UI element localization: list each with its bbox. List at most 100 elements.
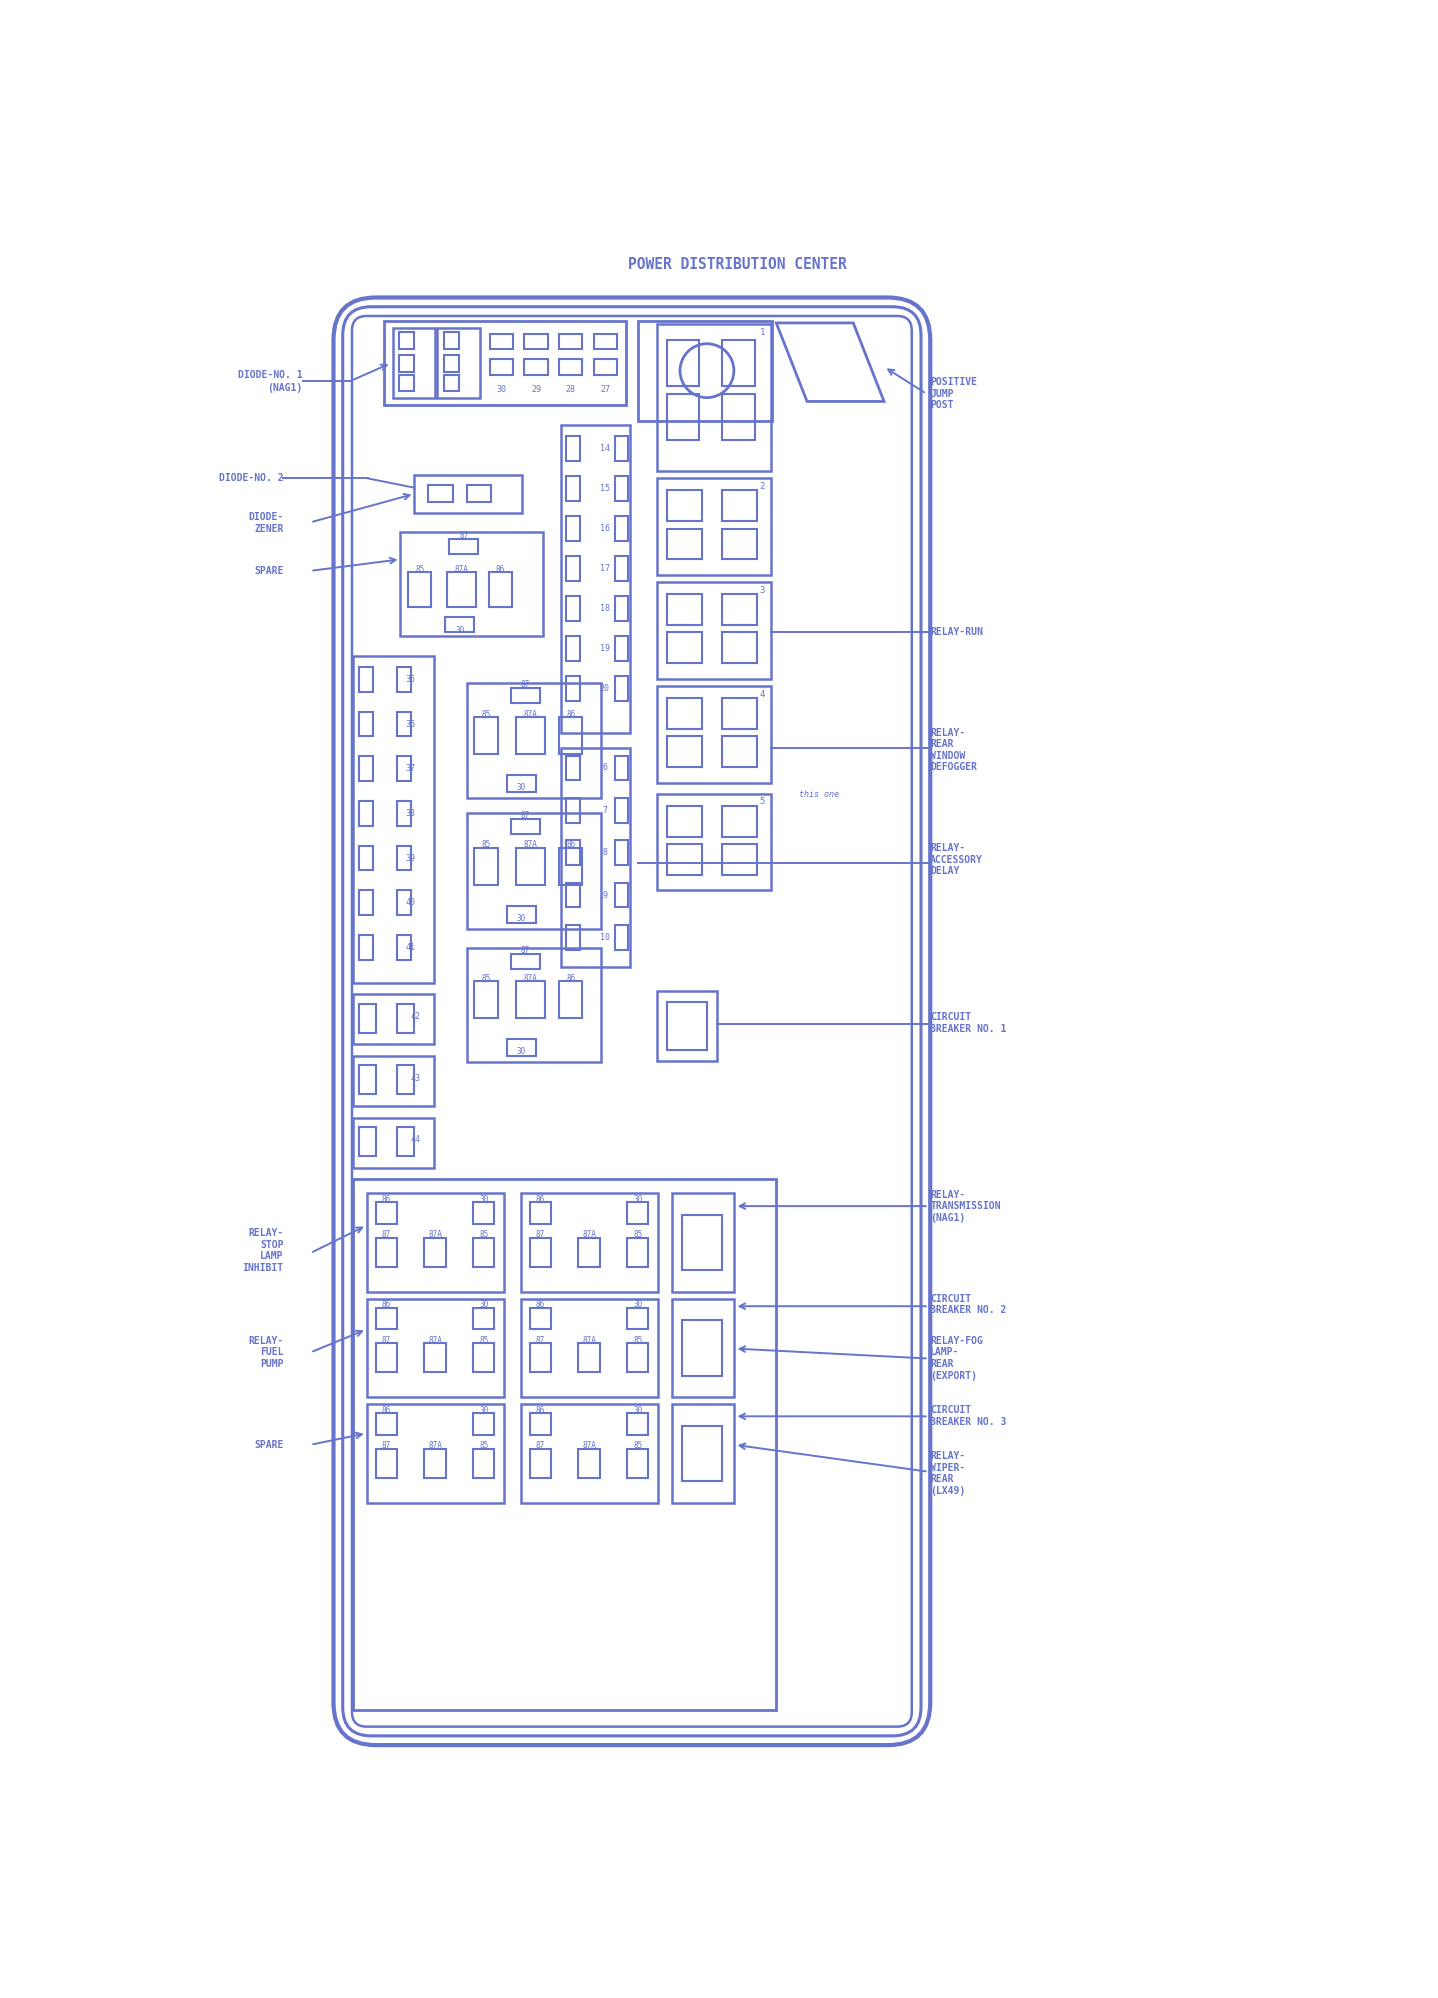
Bar	[667, 340, 699, 386]
Bar	[627, 1237, 649, 1267]
Text: 30: 30	[516, 1047, 526, 1055]
Bar	[578, 1343, 600, 1373]
Bar	[722, 529, 756, 559]
Bar	[594, 360, 617, 374]
Bar	[447, 571, 476, 607]
Bar	[360, 935, 372, 959]
Text: 19: 19	[600, 643, 610, 653]
Bar	[473, 1203, 495, 1225]
Text: RELAY-: RELAY-	[930, 843, 965, 853]
Bar	[567, 635, 580, 661]
Bar	[614, 677, 628, 701]
Text: REAR: REAR	[930, 1359, 953, 1369]
Bar	[567, 797, 580, 823]
Bar	[473, 1413, 495, 1435]
Text: ZENER: ZENER	[255, 523, 283, 533]
Bar	[614, 436, 628, 462]
Bar	[529, 1413, 551, 1435]
Text: 30: 30	[516, 913, 526, 923]
Text: POST: POST	[930, 400, 953, 410]
Text: REAR: REAR	[930, 1475, 953, 1485]
Text: 86: 86	[383, 1195, 391, 1203]
Bar	[657, 581, 771, 679]
Text: 42: 42	[411, 1013, 421, 1021]
Bar	[510, 819, 539, 835]
Bar	[614, 841, 628, 865]
Bar	[352, 1057, 434, 1107]
Bar	[424, 1237, 446, 1267]
Bar	[567, 883, 580, 907]
Text: FUEL: FUEL	[260, 1347, 283, 1357]
Text: RELAY-: RELAY-	[249, 1337, 283, 1347]
Bar	[352, 995, 434, 1045]
Bar	[561, 424, 630, 733]
Text: 85: 85	[479, 1335, 489, 1345]
Bar	[360, 1003, 375, 1033]
Bar	[722, 340, 755, 386]
Bar	[352, 1117, 434, 1167]
Text: 30: 30	[633, 1407, 643, 1415]
Text: 85: 85	[633, 1335, 643, 1345]
Bar	[449, 539, 479, 553]
Text: 87A: 87A	[454, 565, 469, 573]
Bar	[397, 1127, 414, 1157]
Text: 38: 38	[406, 809, 416, 817]
Bar	[375, 1309, 397, 1329]
Text: 20: 20	[600, 683, 610, 693]
Bar	[397, 801, 411, 825]
Bar	[567, 555, 580, 581]
Text: 29: 29	[531, 386, 541, 394]
Bar	[375, 1237, 397, 1267]
Bar	[397, 1065, 414, 1095]
Bar	[529, 1449, 551, 1479]
Bar	[667, 845, 702, 875]
Bar	[614, 595, 628, 621]
Bar	[567, 755, 580, 781]
Bar	[667, 529, 702, 559]
Bar	[673, 1405, 733, 1502]
Text: 87A: 87A	[582, 1441, 597, 1451]
Bar	[682, 1321, 722, 1375]
Text: 40: 40	[406, 899, 416, 907]
Bar	[667, 593, 702, 625]
Text: 30: 30	[496, 386, 506, 394]
Bar	[559, 360, 582, 374]
Bar	[657, 478, 771, 575]
Bar	[506, 775, 536, 791]
Bar	[467, 683, 601, 797]
Text: CIRCUIT: CIRCUIT	[930, 1405, 972, 1415]
Text: JUMP: JUMP	[930, 390, 953, 400]
Text: WINDOW: WINDOW	[930, 751, 965, 761]
Bar	[667, 1003, 707, 1049]
Bar	[516, 981, 545, 1019]
Text: 14: 14	[600, 444, 610, 454]
Bar	[657, 991, 718, 1061]
Text: BREAKER NO. 3: BREAKER NO. 3	[930, 1417, 1007, 1427]
Bar	[360, 711, 372, 737]
Text: LAMP-: LAMP-	[930, 1347, 959, 1357]
Bar	[384, 320, 626, 406]
Bar	[397, 891, 411, 915]
Text: 87A: 87A	[429, 1441, 441, 1451]
Text: 30: 30	[479, 1301, 489, 1309]
Bar	[352, 655, 434, 983]
Text: 86: 86	[383, 1407, 391, 1415]
Bar	[437, 328, 480, 398]
Bar	[516, 847, 545, 885]
Text: 30: 30	[633, 1301, 643, 1309]
Text: 18: 18	[600, 603, 610, 613]
Bar	[627, 1309, 649, 1329]
Text: 8: 8	[603, 849, 607, 857]
Bar	[682, 1215, 722, 1271]
Bar	[657, 793, 771, 891]
Bar	[614, 797, 628, 823]
Bar	[578, 1237, 600, 1267]
Bar	[475, 847, 498, 885]
Bar	[667, 490, 702, 521]
Bar	[567, 595, 580, 621]
Text: 2: 2	[759, 482, 765, 492]
Bar	[375, 1343, 397, 1373]
Text: 30: 30	[516, 783, 526, 791]
Text: 86: 86	[536, 1301, 545, 1309]
Text: 87: 87	[536, 1231, 545, 1239]
